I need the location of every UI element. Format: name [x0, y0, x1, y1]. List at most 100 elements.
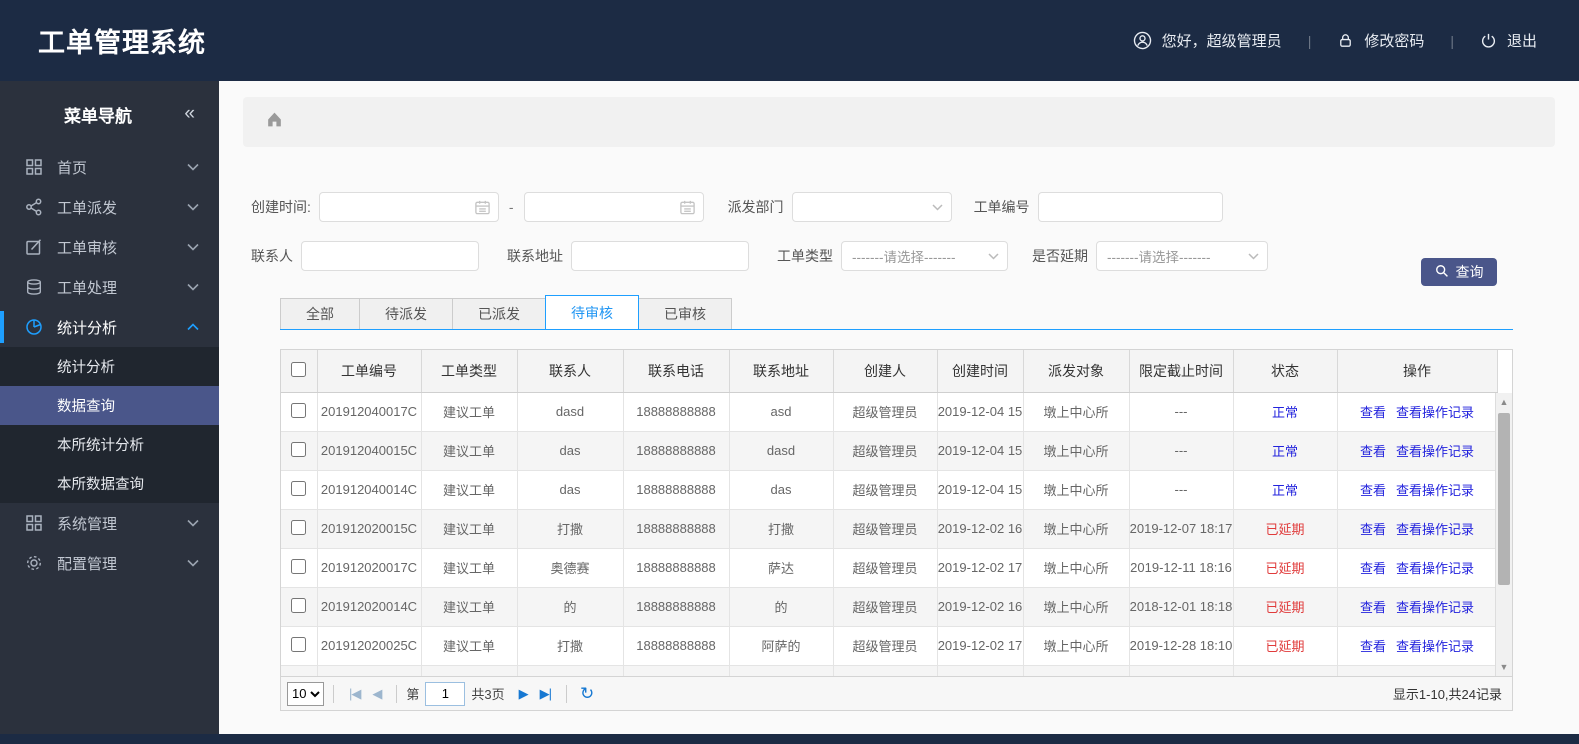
address-input[interactable] — [571, 241, 749, 271]
table-cell: 的 — [729, 587, 834, 627]
status-badge: 正常 — [1233, 392, 1338, 432]
tab-0[interactable]: 全部 — [280, 298, 360, 329]
tab-2[interactable]: 已派发 — [452, 298, 546, 329]
view-link[interactable]: 查看 — [1359, 522, 1386, 537]
view-log-link[interactable]: 查看操作记录 — [1396, 522, 1475, 537]
sidebar-item-label: 配置管理 — [57, 555, 118, 573]
scroll-down-icon[interactable]: ▼ — [1499, 662, 1509, 672]
actions-cell: 查看 查看操作记录 — [1337, 392, 1498, 432]
table-cell — [729, 665, 834, 676]
table-cell: 墩上中心所 — [1023, 392, 1130, 432]
sidebar-subitem-4-0[interactable]: 统计分析 — [57, 360, 115, 376]
table-scrollbar[interactable]: ▲ ▼ — [1495, 393, 1512, 676]
table-cell: 2019-12-04 15 — [937, 392, 1024, 432]
sidebar-title: 菜单导航 — [64, 106, 132, 126]
table-cell: 201912020017C — [317, 548, 422, 588]
sidebar-subitem-4-1[interactable]: 数据查询 — [0, 386, 219, 425]
last-page-button[interactable]: ▶| — [539, 685, 552, 701]
sidebar: 菜单导航 « 首页 工单派发 工单审核 工单处理 统计分析 统计分析 数据查询 本所统计分析本… — [0, 81, 219, 734]
view-link[interactable]: 查看 — [1359, 561, 1386, 576]
status-tabs: 全部 待派发 已派发 待审核 已审核 — [280, 295, 1513, 330]
sidebar-item-0[interactable]: 首页 — [0, 147, 219, 187]
refresh-icon[interactable]: ↻ — [580, 683, 595, 703]
row-checkbox[interactable] — [291, 480, 307, 496]
order-no-input[interactable] — [1037, 192, 1223, 222]
table-cell: 建议工单 — [421, 509, 518, 549]
table-cell — [1129, 665, 1234, 676]
sidebar-item-6[interactable]: 配置管理 — [0, 543, 219, 583]
page-number-input[interactable] — [425, 681, 466, 706]
calendar-icon[interactable] — [474, 199, 491, 216]
row-checkbox[interactable] — [291, 402, 307, 418]
page-size-select[interactable]: 10 — [287, 681, 324, 706]
user-icon — [1133, 31, 1152, 50]
status-badge — [1233, 665, 1338, 676]
tab-3[interactable]: 待审核 — [545, 295, 639, 330]
column-header: 状态 — [1233, 350, 1338, 393]
select-all-checkbox[interactable] — [291, 361, 307, 377]
sidebar-item-1[interactable]: 工单派发 — [0, 187, 219, 227]
table-cell: dasd — [517, 392, 624, 432]
is-delayed-select[interactable]: -------请选择------- — [1096, 241, 1268, 271]
scrollbar-thumb[interactable] — [1498, 413, 1510, 585]
view-link[interactable]: 查看 — [1359, 639, 1386, 654]
row-checkbox[interactable] — [291, 636, 307, 652]
sidebar-item-2[interactable]: 工单审核 — [0, 227, 219, 267]
search-button[interactable]: 查询 — [1421, 258, 1497, 286]
table-cell: 超级管理员 — [833, 470, 938, 510]
created-time-label: 创建时间: — [251, 199, 311, 215]
view-link[interactable]: 查看 — [1359, 405, 1386, 420]
view-log-link[interactable]: 查看操作记录 — [1396, 483, 1475, 498]
sidebar-item-4[interactable]: 统计分析 — [0, 307, 219, 347]
table-cell: --- — [1129, 470, 1234, 510]
date-from-input[interactable] — [318, 192, 499, 222]
sidebar-collapse-icon[interactable]: « — [184, 103, 194, 124]
table-cell: 201912020015C — [317, 509, 422, 549]
user-greeting[interactable]: 您好，超级管理员 — [1133, 30, 1282, 51]
view-log-link[interactable]: 查看操作记录 — [1396, 405, 1475, 420]
home-icon[interactable] — [265, 110, 284, 134]
scroll-up-icon[interactable]: ▲ — [1499, 397, 1509, 407]
is-delayed-select-value: -------请选择------- — [1107, 250, 1211, 265]
change-password-label: 修改密码 — [1364, 33, 1425, 50]
row-checkbox[interactable] — [291, 441, 307, 457]
table-cell — [421, 665, 518, 676]
grid-icon — [24, 514, 44, 532]
tab-4[interactable]: 已审核 — [638, 298, 732, 329]
row-checkbox[interactable] — [291, 597, 307, 613]
view-link[interactable]: 查看 — [1359, 444, 1386, 459]
change-password-button[interactable]: 修改密码 — [1337, 30, 1424, 51]
row-checkbox[interactable] — [291, 558, 307, 574]
date-to-input[interactable] — [523, 192, 704, 222]
prev-page-button[interactable]: ◀ — [372, 685, 382, 701]
first-page-button[interactable]: |◀ — [349, 685, 361, 701]
view-link[interactable]: 查看 — [1359, 483, 1386, 498]
sidebar-item-3[interactable]: 工单处理 — [0, 267, 219, 307]
department-select[interactable] — [791, 192, 952, 222]
sidebar-item-5[interactable]: 系统管理 — [0, 503, 219, 543]
chevron-down-icon — [187, 283, 199, 291]
sidebar-subitem-4-2[interactable]: 本所统计分析 — [57, 438, 144, 454]
row-checkbox[interactable] — [291, 519, 307, 535]
calendar-icon[interactable] — [679, 199, 696, 216]
view-log-link[interactable]: 查看操作记录 — [1396, 561, 1475, 576]
contact-input[interactable] — [301, 241, 479, 271]
row-checkbox[interactable] — [291, 675, 307, 676]
logout-button[interactable]: 退出 — [1480, 30, 1537, 51]
table-cell: 2019-12-02 16 — [937, 509, 1024, 549]
sidebar-item-label: 工单处理 — [57, 279, 118, 297]
next-page-button[interactable]: ▶ — [518, 685, 529, 701]
sidebar-subitem-4-3[interactable]: 本所数据查询 — [57, 477, 144, 493]
view-log-link[interactable]: 查看操作记录 — [1396, 639, 1475, 654]
view-log-link[interactable]: 查看操作记录 — [1396, 444, 1475, 459]
tab-1[interactable]: 待派发 — [359, 298, 453, 329]
address-label: 联系地址 — [507, 248, 563, 264]
logout-label: 退出 — [1506, 33, 1537, 50]
view-link[interactable]: 查看 — [1359, 600, 1386, 615]
view-log-link[interactable]: 查看操作记录 — [1396, 600, 1475, 615]
table-cell: 打撒 — [517, 509, 624, 549]
date-from-field-wrap — [318, 192, 499, 222]
order-type-select[interactable]: -------请选择------- — [841, 241, 1008, 271]
table-cell — [317, 665, 422, 676]
table-cell: 201912020014C — [317, 587, 422, 627]
